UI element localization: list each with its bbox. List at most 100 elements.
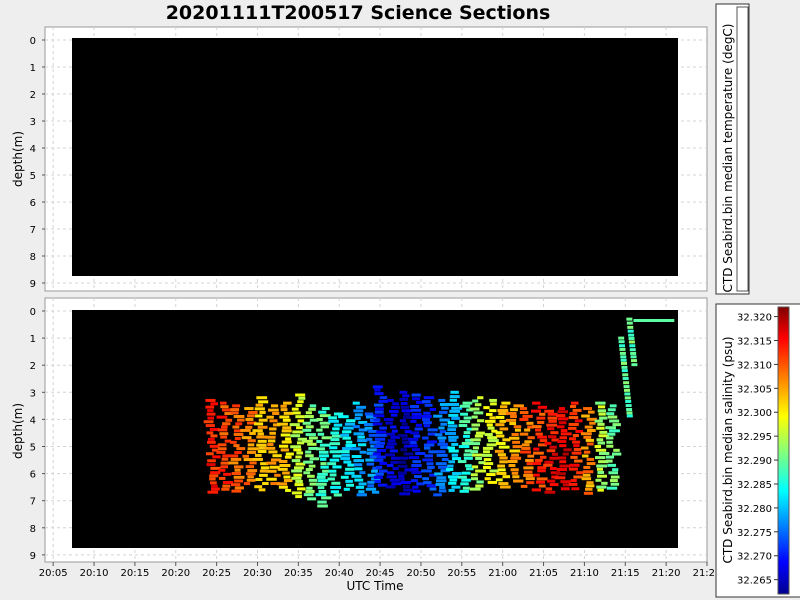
salinity-mark xyxy=(512,445,523,449)
salinity-mark xyxy=(416,400,425,404)
salinity-y-tick-label: 7 xyxy=(30,497,36,508)
salinity-mark xyxy=(520,450,532,454)
salinity-mark xyxy=(366,437,373,441)
salinity-mark xyxy=(469,487,481,491)
salinity-mark xyxy=(568,482,578,486)
salinity-mark xyxy=(490,402,497,406)
salinity-mark xyxy=(450,390,459,394)
salinity-mark xyxy=(346,419,356,423)
salinity-mark xyxy=(305,454,314,458)
salinity-mark xyxy=(533,473,540,477)
salinity-mark xyxy=(557,456,567,460)
salinity-mark xyxy=(367,484,375,488)
salinity-mark xyxy=(606,440,613,444)
salinity-mark xyxy=(295,455,302,459)
salinity-mark xyxy=(295,415,305,419)
salinity-mark xyxy=(596,464,608,468)
temperature-colorbar: CTD Seabird.bin median temperature (degC… xyxy=(715,3,750,295)
salinity-mark xyxy=(223,472,232,476)
salinity-mark xyxy=(514,428,521,432)
salinity-mark xyxy=(391,456,400,460)
salinity-mark xyxy=(412,460,421,464)
salinity-mark xyxy=(344,422,356,426)
salinity-profile xyxy=(203,398,221,494)
salinity-colorbar-tick-label: 32.285 xyxy=(737,480,772,491)
salinity-mark xyxy=(285,452,294,456)
salinity-mark xyxy=(436,453,448,457)
salinity-mark xyxy=(236,447,246,451)
salinity-mark xyxy=(400,448,408,452)
salinity-mark xyxy=(217,443,227,447)
salinity-mark xyxy=(412,485,419,489)
salinity-mark xyxy=(463,453,474,457)
x-tick-label: 20:05 xyxy=(39,568,68,579)
salinity-mark xyxy=(587,429,596,433)
salinity-mark xyxy=(440,422,447,426)
salinity-colorbar-tick-label: 32.310 xyxy=(737,360,772,371)
salinity-mark xyxy=(399,390,408,394)
salinity-mark xyxy=(268,408,279,412)
salinity-mark xyxy=(550,471,561,475)
salinity-mark xyxy=(439,430,447,434)
salinity-mark xyxy=(549,445,557,449)
salinity-mark xyxy=(234,486,244,490)
salinity-mark xyxy=(401,409,412,413)
temperature-y-tick-label: 3 xyxy=(30,117,36,128)
salinity-mark xyxy=(572,434,579,438)
salinity-mark xyxy=(308,436,318,440)
salinity-mark xyxy=(308,464,316,468)
salinity-mark xyxy=(386,432,396,436)
salinity-mark xyxy=(305,433,316,437)
salinity-colorbar-tick-label: 32.305 xyxy=(737,384,772,395)
salinity-mark xyxy=(556,472,566,476)
salinity-mark xyxy=(471,423,481,427)
salinity-mark xyxy=(352,401,360,405)
salinity-mark xyxy=(434,433,443,437)
salinity-mark xyxy=(498,445,510,449)
salinity-mark xyxy=(620,358,627,362)
salinity-mark xyxy=(259,410,266,414)
salinity-mark xyxy=(583,491,593,495)
salinity-mark xyxy=(441,406,449,410)
salinity-mark xyxy=(353,432,365,436)
salinity-profile xyxy=(265,404,282,486)
salinity-mark xyxy=(259,473,268,477)
salinity-mark xyxy=(537,435,547,439)
salinity-mark xyxy=(297,487,306,491)
salinity-mark xyxy=(207,437,215,441)
salinity-mark xyxy=(426,462,434,466)
salinity-mark xyxy=(269,465,280,469)
salinity-mark xyxy=(234,451,242,455)
salinity-mark xyxy=(549,467,557,471)
salinity-mark xyxy=(523,470,533,474)
salinity-mark xyxy=(266,477,277,481)
salinity-mark xyxy=(448,413,459,417)
salinity-mark xyxy=(486,473,496,477)
salinity-mark xyxy=(597,488,604,492)
salinity-mark xyxy=(374,437,386,441)
salinity-mark xyxy=(320,457,327,461)
salinity-mark xyxy=(448,435,459,439)
salinity-mark xyxy=(222,484,231,488)
salinity-mark xyxy=(353,459,365,463)
salinity-mark xyxy=(471,415,478,419)
salinity-mark xyxy=(209,427,220,431)
salinity-mark xyxy=(378,399,389,403)
salinity-mark xyxy=(423,446,431,450)
salinity-mark xyxy=(221,425,228,429)
salinity-mark xyxy=(294,483,304,487)
salinity-mark xyxy=(374,480,381,484)
salinity-mark xyxy=(220,465,229,469)
salinity-mark xyxy=(390,425,397,429)
salinity-mark xyxy=(398,474,405,478)
salinity-mark xyxy=(397,464,408,468)
salinity-mark xyxy=(247,443,255,447)
salinity-mark xyxy=(291,476,302,480)
salinity-mark xyxy=(257,432,264,436)
salinity-mark xyxy=(429,473,437,477)
salinity-mark xyxy=(535,480,546,484)
salinity-mark xyxy=(386,442,397,446)
salinity-mark xyxy=(470,438,481,442)
salinity-mark xyxy=(497,464,506,468)
